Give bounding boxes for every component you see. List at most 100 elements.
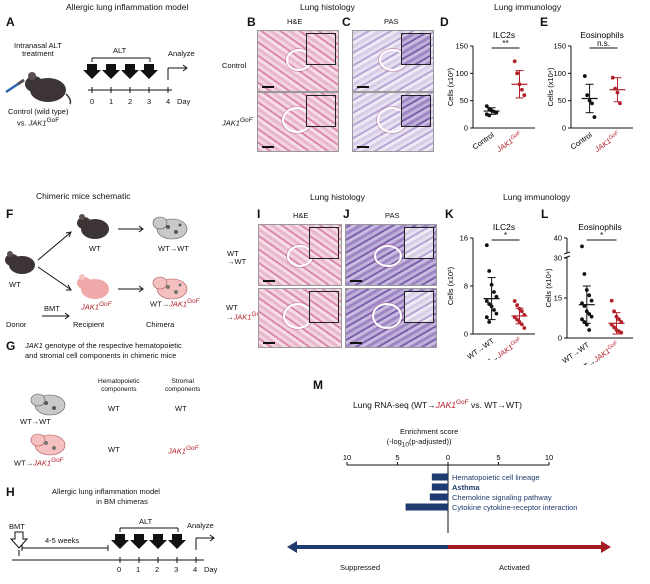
h-bmt-label: BMT <box>9 522 25 531</box>
axis-break-mark <box>563 251 571 255</box>
m-activated-label: Activated <box>499 563 530 572</box>
g-col-hematopoietic: Hematopoietic components <box>98 378 140 393</box>
row-label-wt-wt: WT →WT <box>227 249 247 266</box>
x-tick-label: Control <box>471 130 496 151</box>
data-point <box>515 71 519 76</box>
data-point <box>494 294 499 299</box>
data-point <box>520 322 524 327</box>
data-point <box>512 315 517 320</box>
data-point <box>580 301 584 306</box>
y-tick-label: 100 <box>553 69 566 78</box>
bmt-hollow-arrow <box>9 531 29 549</box>
section-title-chimeric: Chimeric mice schematic <box>36 191 131 201</box>
day-tick-3: 3 <box>147 97 152 106</box>
bar-category-label: Hematopoietic cell lineage <box>452 473 540 482</box>
bmt-label-f: BMT <box>44 304 60 313</box>
micrograph-pas-wt-jak1 <box>345 288 437 348</box>
micrograph-pas-wt-wt <box>345 224 437 286</box>
significance-label: n.s. <box>597 39 610 48</box>
micrograph-pas-jak1 <box>352 92 434 152</box>
x-tick-label: 5 <box>395 455 399 462</box>
panel-label-m: M <box>313 378 323 392</box>
chart-title: Eosinophils <box>578 222 621 232</box>
row-label-wt-jak1: WT→JAK1GoF <box>226 303 264 321</box>
data-point <box>484 299 489 303</box>
section-title-histology-2: Lung histology <box>310 192 365 202</box>
timeline-a <box>83 57 188 93</box>
data-point <box>617 317 621 322</box>
data-point <box>609 322 614 327</box>
g-title: JAK1 genotype of the respective hematopo… <box>25 341 182 360</box>
panel-label-b: B <box>247 15 256 29</box>
data-point <box>612 309 616 314</box>
chimera-jak1-mouse-icon <box>152 276 188 300</box>
mouse-icon <box>25 72 72 105</box>
data-point <box>584 309 589 314</box>
data-point <box>615 90 620 95</box>
data-point <box>522 312 527 317</box>
vs-jak1-label: vs. JAK1GoF <box>17 117 60 128</box>
data-point <box>619 320 624 324</box>
data-point <box>587 293 592 298</box>
h-tick-0: 0 <box>117 565 122 574</box>
chart-eosinophils-e: Eosinophils 0 50 100 150 Cells (x10⁴) Control J… <box>546 30 633 155</box>
y-axis-label: Cells (x10⁴) <box>546 67 555 107</box>
day-label: Day <box>177 97 191 106</box>
data-point <box>609 298 614 303</box>
enrichment-bar <box>431 483 448 491</box>
data-point <box>487 269 492 273</box>
chimera-wt-wt-label: WT→WT <box>158 244 189 253</box>
data-point <box>589 314 594 319</box>
bar-category-label: Asthma <box>452 483 480 492</box>
data-point <box>619 330 624 335</box>
data-point <box>512 299 517 303</box>
data-point <box>515 303 519 308</box>
data-point <box>582 272 587 276</box>
g-row2-hema: WT <box>108 445 120 454</box>
x-tick-label: JAK1GoF <box>494 130 524 155</box>
g-row2-name: WT→JAK1GoF <box>14 457 64 468</box>
control-wild-type-label: Control (wild type) <box>8 107 69 116</box>
he-label-i: H&E <box>293 211 309 220</box>
day-tick-0: 0 <box>90 97 95 106</box>
g-col-stromal: Stromal components <box>165 378 201 393</box>
enrichment-bar <box>429 493 448 501</box>
h-alt-label: ALT <box>139 517 153 526</box>
data-point <box>580 317 584 322</box>
y-tick-label: 30 <box>554 254 562 263</box>
data-point <box>489 304 494 309</box>
data-point <box>585 93 590 98</box>
bar-category-label: Cytokine cytokine-receptor interaction <box>452 503 577 512</box>
x-tick-label: 10 <box>343 455 351 462</box>
day-tick-2: 2 <box>128 97 133 106</box>
g-mice <box>30 393 66 456</box>
data-point <box>584 288 589 292</box>
data-point <box>494 110 499 115</box>
h-analyze-label: Analyze <box>187 521 214 530</box>
pas-label-j: PAS <box>385 211 400 220</box>
micrograph-pas-control <box>352 30 434 92</box>
x-tick-label: Control <box>569 130 594 151</box>
intranasal-label: Intranasal ALT treatment <box>14 41 62 58</box>
y-axis-label: Cells (x10²) <box>446 266 455 305</box>
data-point <box>587 328 592 332</box>
donor-mouse-icon <box>5 251 35 274</box>
data-point <box>484 243 489 248</box>
chart-title: Eosinophils <box>580 30 623 40</box>
g-chimera-jak1-icon <box>30 433 66 456</box>
data-point <box>590 101 594 106</box>
y-tick-label: 50 <box>460 96 468 105</box>
g-row1-hema: WT <box>108 404 120 413</box>
data-point <box>494 311 499 316</box>
chart-title: ILC2s <box>493 222 515 232</box>
data-point <box>587 98 592 103</box>
donor-wt-label: WT <box>9 280 21 289</box>
suppressed-arrow-head <box>287 541 297 553</box>
y-tick-label: 0 <box>464 124 468 133</box>
panel-label-a: A <box>6 15 15 29</box>
h-title: Allergic lung inflammation model in BM ch… <box>52 487 160 506</box>
he-label-b: H&E <box>287 17 303 26</box>
x-tick-label: JAK1GoF <box>592 130 622 155</box>
micrograph-he-wt-jak1 <box>258 288 342 348</box>
data-point <box>484 315 489 320</box>
